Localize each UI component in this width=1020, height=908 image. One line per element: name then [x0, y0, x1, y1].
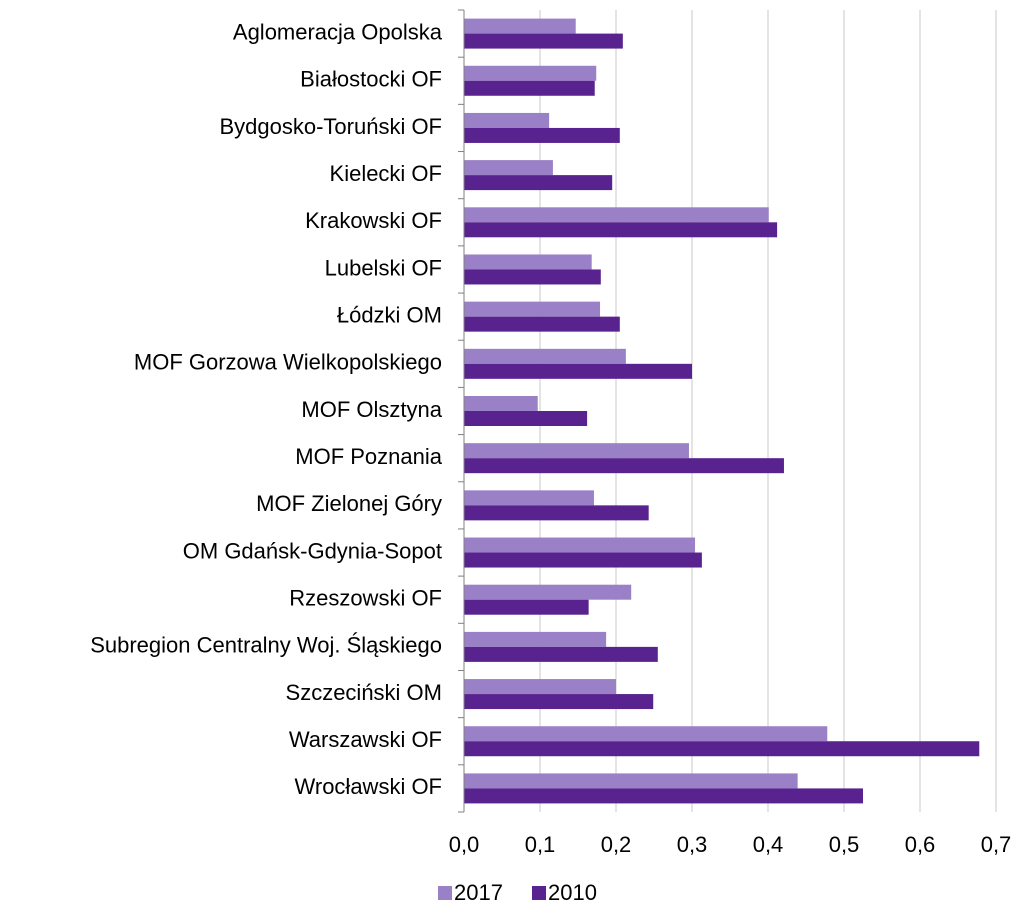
y-tick-label: MOF Gorzowa Wielkopolskiego [134, 350, 442, 375]
y-tick-label: MOF Poznania [295, 444, 442, 469]
x-tick-label: 0,7 [981, 832, 1012, 857]
bar [464, 599, 589, 615]
y-tick-label: Rzeszowski OF [289, 586, 442, 611]
bar [464, 160, 553, 176]
bar [464, 65, 597, 81]
bar [464, 33, 623, 49]
bar [464, 18, 576, 34]
y-tick-label: Kielecki OF [330, 161, 442, 186]
bar [464, 301, 601, 317]
bar [464, 726, 828, 742]
y-tick-label: Krakowski OF [305, 208, 442, 233]
bar [464, 773, 798, 789]
bar [464, 269, 601, 285]
bar [464, 363, 692, 379]
y-tick-label: MOF Zielonej Góry [256, 491, 442, 516]
bar [464, 679, 616, 695]
y-tick-label: Wrocławski OF [295, 774, 443, 799]
bar [464, 112, 550, 128]
bar [464, 348, 626, 364]
bar [464, 254, 592, 270]
y-tick-label: Bydgosko-Toruński OF [219, 114, 442, 139]
bar [464, 646, 658, 662]
y-tick-label: Warszawski OF [289, 727, 442, 752]
y-tick-label: OM Gdańsk-Gdynia-Sopot [183, 538, 442, 563]
bar [464, 505, 649, 521]
x-tick-label: 0,1 [525, 832, 556, 857]
bar [464, 175, 613, 191]
bar [464, 631, 607, 647]
legend-label: 2017 [454, 880, 503, 905]
bar [464, 694, 654, 710]
bar [464, 741, 980, 757]
x-tick-label: 0,6 [905, 832, 936, 857]
y-tick-label: Subregion Centralny Woj. Śląskiego [90, 633, 442, 658]
x-tick-label: 0,4 [753, 832, 784, 857]
bar [464, 411, 588, 426]
x-tick-label: 0,2 [601, 832, 632, 857]
bar [464, 443, 689, 459]
legend-swatch [532, 886, 546, 900]
y-tick-label: Aglomeracja Opolska [233, 19, 443, 44]
bar [464, 396, 538, 411]
bar [464, 788, 863, 804]
bar [464, 80, 595, 96]
x-tick-label: 0,0 [449, 832, 480, 857]
y-tick-label: Białostocki OF [300, 67, 442, 92]
y-tick-label: Szczeciński OM [286, 680, 442, 705]
bar [464, 207, 769, 223]
bar [464, 222, 778, 238]
x-tick-label: 0,3 [677, 832, 708, 857]
bar [464, 490, 594, 506]
y-tick-label: Lubelski OF [325, 255, 442, 280]
bar [464, 537, 696, 553]
bar [464, 127, 620, 143]
bar [464, 458, 784, 474]
bar [464, 316, 620, 332]
legend-label: 2010 [548, 880, 597, 905]
bar [464, 552, 702, 568]
legend-swatch [438, 886, 452, 900]
x-tick-label: 0,5 [829, 832, 860, 857]
y-tick-label: MOF Olsztyna [301, 397, 442, 422]
y-tick-label: Łódzki OM [337, 302, 442, 327]
bar [464, 584, 632, 600]
